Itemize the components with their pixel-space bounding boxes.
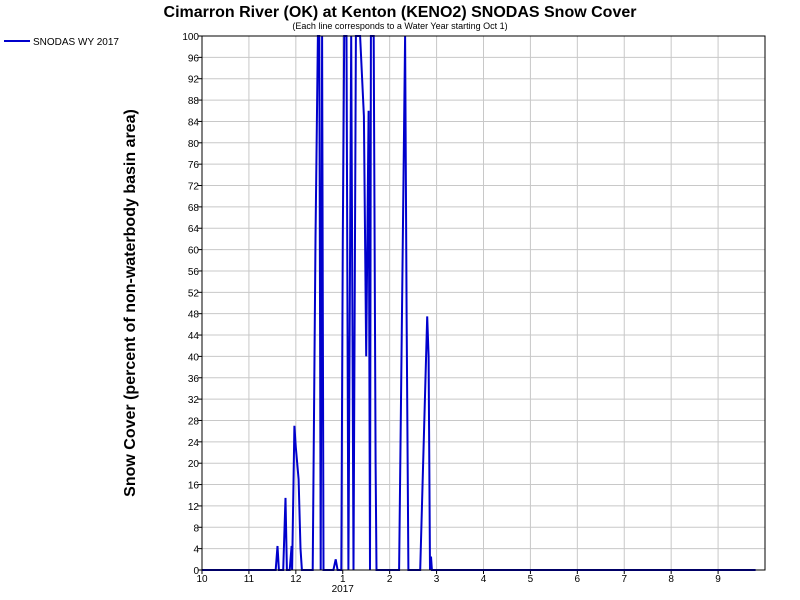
legend-label: SNODAS WY 2017 — [33, 37, 119, 48]
x-tick-label: 10 — [196, 574, 208, 585]
x-tick-label: 11 — [244, 574, 255, 585]
x-tick-label: 5 — [528, 574, 534, 585]
y-tick-label: 4 — [193, 545, 199, 556]
y-tick-label: 80 — [188, 139, 200, 150]
chart-subtitle: (Each line corresponds to a Water Year s… — [292, 21, 507, 31]
series-line-0 — [202, 35, 756, 571]
y-tick-label: 48 — [188, 310, 200, 321]
gridlines — [201, 35, 765, 571]
y-tick-label: 8 — [193, 523, 199, 534]
y-tick-label: 28 — [188, 416, 200, 427]
y-tick-label: 24 — [188, 438, 200, 449]
x-tick-label: 2 — [387, 574, 393, 585]
y-tick-label: 36 — [188, 374, 200, 385]
y-tick-label: 32 — [188, 395, 200, 406]
x-tick-label: 4 — [481, 574, 487, 585]
x-tick-label: 1 — [340, 574, 346, 585]
x-tick-label: 9 — [715, 574, 721, 585]
plot-frame — [201, 35, 766, 571]
y-tick-label: 52 — [188, 288, 200, 299]
series-lines — [202, 35, 756, 571]
y-tick-label: 44 — [188, 331, 200, 342]
x-tick-label: 8 — [668, 574, 674, 585]
y-tick-label: 20 — [188, 459, 200, 470]
y-tick-label: 100 — [182, 32, 199, 43]
legend: SNODAS WY 2017 — [4, 37, 119, 48]
y-tick-label: 68 — [188, 203, 200, 214]
y-tick-label: 16 — [188, 481, 200, 492]
y-tick-label: 88 — [188, 96, 200, 107]
y-axis-ticks: 0481216202428323640444852566064687276808… — [182, 32, 202, 577]
y-tick-label: 0 — [193, 566, 199, 577]
x-tick-label: 6 — [575, 574, 581, 585]
x-year-label: 2017 — [332, 584, 355, 595]
y-tick-label: 96 — [188, 53, 200, 64]
y-tick-label: 56 — [188, 267, 200, 278]
y-tick-label: 60 — [188, 246, 200, 257]
x-tick-label: 7 — [621, 574, 627, 585]
y-axis-label: Snow Cover (percent of non-waterbody bas… — [122, 109, 139, 497]
y-tick-label: 64 — [188, 224, 200, 235]
y-tick-label: 40 — [188, 352, 200, 363]
x-tick-label: 12 — [290, 574, 302, 585]
chart-title: Cimarron River (OK) at Kenton (KENO2) SN… — [164, 4, 637, 21]
y-tick-label: 84 — [188, 117, 200, 128]
x-tick-label: 3 — [434, 574, 440, 585]
y-tick-label: 92 — [188, 75, 200, 86]
y-tick-label: 76 — [188, 160, 200, 171]
y-tick-label: 72 — [188, 182, 200, 193]
y-tick-label: 12 — [188, 502, 200, 513]
